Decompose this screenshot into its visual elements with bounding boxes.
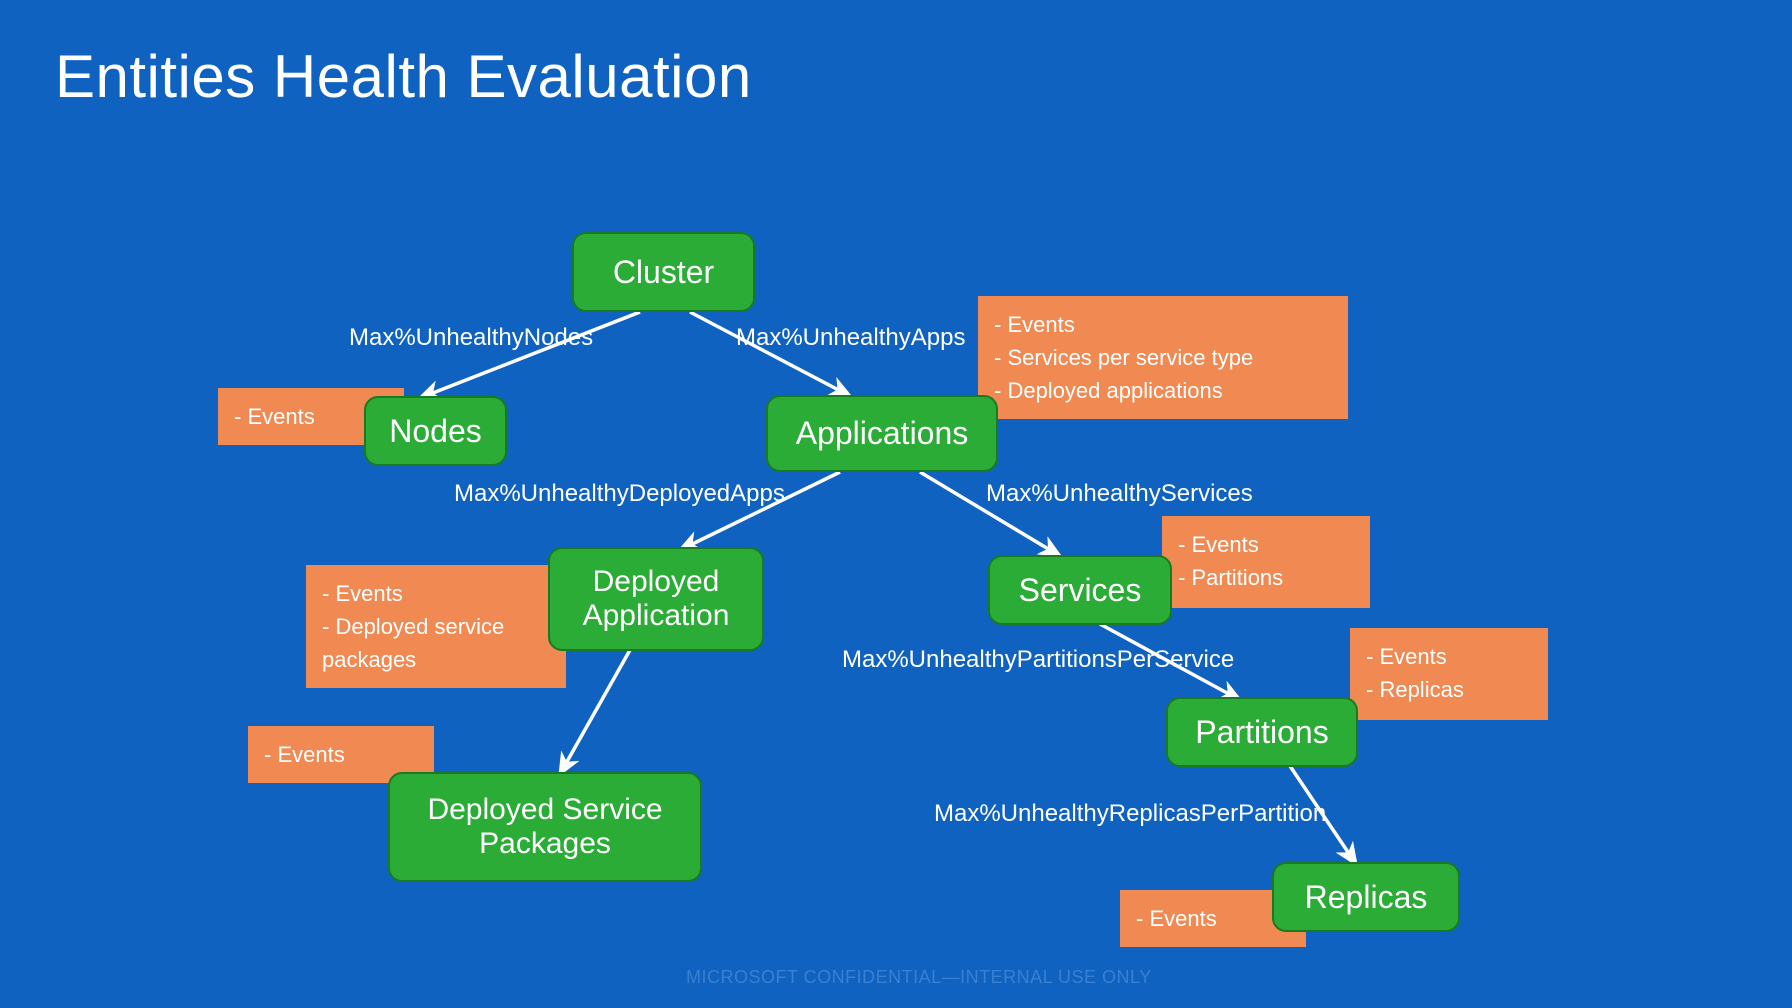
edge-label: Max%UnhealthyNodes: [349, 324, 593, 352]
note-item: Events: [322, 577, 550, 610]
edge-label: Max%UnhealthyReplicasPerPartition: [934, 800, 1326, 828]
note-item: Replicas: [1366, 673, 1532, 706]
edge-line: [560, 650, 630, 774]
note-item: Deployed applications: [994, 374, 1332, 407]
node-cluster: Cluster: [572, 232, 755, 312]
node-replicas: Replicas: [1272, 862, 1460, 932]
note-item: Events: [994, 308, 1332, 341]
note-item: Events: [1366, 640, 1532, 673]
note-item: Services per service type: [994, 341, 1332, 374]
note-partitions: EventsReplicas: [1350, 628, 1548, 720]
note-services: EventsPartitions: [1162, 516, 1370, 608]
edge-label: Max%UnhealthyServices: [986, 480, 1253, 508]
edge-label: Max%UnhealthyDeployedApps: [454, 480, 785, 508]
note-item: Events: [264, 738, 418, 771]
note-apps: EventsServices per service typeDeployed …: [978, 296, 1348, 419]
node-nodes: Nodes: [364, 396, 507, 466]
slide-title: Entities Health Evaluation: [55, 42, 752, 111]
edge-label: Max%UnhealthyPartitionsPerService: [842, 646, 1234, 674]
node-dsp: Deployed Service Packages: [388, 772, 702, 882]
node-depapp: Deployed Application: [548, 547, 764, 651]
edge-label: Max%UnhealthyApps: [736, 324, 965, 352]
note-item: Deployed service packages: [322, 610, 550, 676]
note-depapp: EventsDeployed service packages: [306, 565, 566, 688]
slide: Entities Health Evaluation Events Events…: [0, 0, 1792, 1008]
footer-text: MICROSOFT CONFIDENTIAL—INTERNAL USE ONLY: [686, 967, 1152, 988]
node-apps: Applications: [766, 395, 998, 472]
node-services: Services: [988, 555, 1172, 625]
note-item: Events: [1136, 902, 1290, 935]
note-item: Events: [1178, 528, 1354, 561]
edges-layer: [0, 0, 1792, 1008]
node-partitions: Partitions: [1166, 697, 1358, 767]
note-item: Partitions: [1178, 561, 1354, 594]
